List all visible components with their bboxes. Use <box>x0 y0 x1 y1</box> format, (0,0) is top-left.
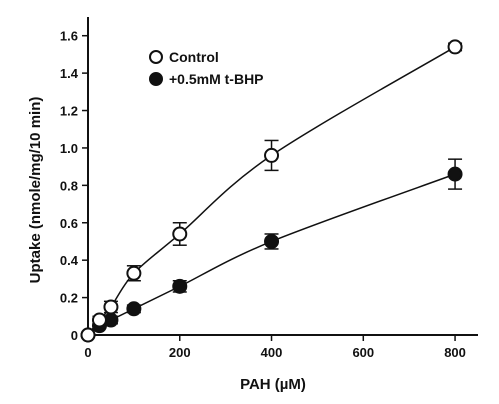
data-point-tbhp <box>447 166 463 182</box>
data-point-control <box>103 299 119 315</box>
legend-label-tbhp: +0.5mM t-BHP <box>169 71 264 87</box>
data-point-control <box>172 226 188 242</box>
y-tick-label: 0.6 <box>60 216 78 231</box>
fit-curve-tbhp <box>87 173 456 336</box>
error-bars <box>92 42 463 329</box>
data-point-control <box>80 327 96 343</box>
x-tick-label: 0 <box>84 345 91 360</box>
x-tick-label: 800 <box>444 345 466 360</box>
fit-curves <box>87 46 456 336</box>
x-tick-label: 600 <box>352 345 374 360</box>
y-tick-label: 1.2 <box>60 104 78 119</box>
y-axis-title: Uptake (nmole/mg/10 min) <box>27 97 44 284</box>
data-point-tbhp <box>126 301 142 317</box>
fit-curve-control <box>87 46 456 336</box>
y-tick-label: 0.2 <box>60 291 78 306</box>
legend-marker-tbhp <box>149 72 163 86</box>
y-tick-label: 0.4 <box>60 253 79 268</box>
y-tick-label: 1.0 <box>60 141 78 156</box>
x-ticks: 0 200 400 600 800 <box>84 335 466 360</box>
data-point-control <box>91 312 107 328</box>
data-point-control <box>126 265 142 281</box>
data-point-control <box>447 39 463 55</box>
y-tick-label: 1.4 <box>60 66 79 81</box>
x-tick-label: 200 <box>169 345 191 360</box>
legend-label-control: Control <box>169 49 219 65</box>
legend: Control +0.5mM t-BHP <box>149 49 264 87</box>
y-tick-label: 0.8 <box>60 178 78 193</box>
y-ticks: 0 0.2 0.4 0.6 0.8 1.0 1.2 1.4 1.6 <box>60 29 88 343</box>
axes <box>87 17 478 336</box>
data-points <box>80 39 463 343</box>
data-point-tbhp <box>264 233 280 249</box>
legend-marker-control <box>149 50 163 64</box>
x-axis-title: PAH (µM) <box>240 376 306 393</box>
y-tick-label: 1.6 <box>60 29 78 44</box>
data-point-control <box>264 147 280 163</box>
data-point-tbhp <box>172 278 188 294</box>
y-tick-label: 0 <box>71 328 78 343</box>
x-tick-label: 400 <box>261 345 283 360</box>
